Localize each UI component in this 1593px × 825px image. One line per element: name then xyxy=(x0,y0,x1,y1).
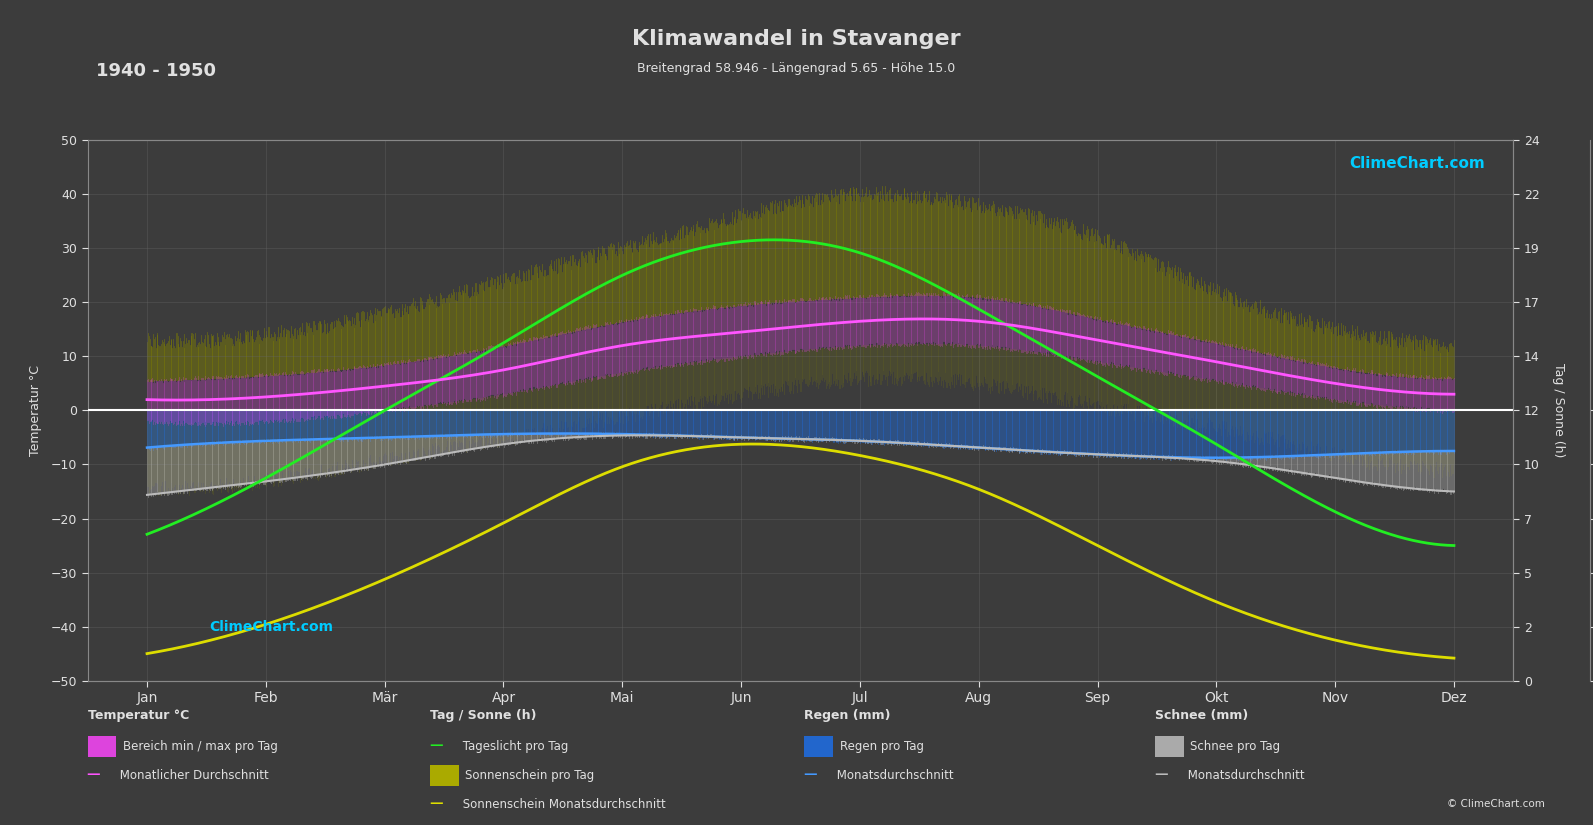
Text: Tageslicht pro Tag: Tageslicht pro Tag xyxy=(459,740,569,753)
Text: Breitengrad 58.946 - Längengrad 5.65 - Höhe 15.0: Breitengrad 58.946 - Längengrad 5.65 - H… xyxy=(637,62,956,75)
Text: Sonnenschein pro Tag: Sonnenschein pro Tag xyxy=(465,769,594,782)
Text: Monatlicher Durchschnitt: Monatlicher Durchschnitt xyxy=(116,769,269,782)
Text: © ClimeChart.com: © ClimeChart.com xyxy=(1448,799,1545,809)
Text: Monatsdurchschnitt: Monatsdurchschnitt xyxy=(1184,769,1305,782)
Text: ─: ─ xyxy=(88,766,99,785)
Text: Monatsdurchschnitt: Monatsdurchschnitt xyxy=(833,769,954,782)
Y-axis label: Tag / Sonne (h): Tag / Sonne (h) xyxy=(1552,363,1564,458)
Y-axis label: Temperatur °C: Temperatur °C xyxy=(29,365,43,456)
Text: Tag / Sonne (h): Tag / Sonne (h) xyxy=(430,710,537,723)
Text: ─: ─ xyxy=(804,766,816,785)
Text: Bereich min / max pro Tag: Bereich min / max pro Tag xyxy=(123,740,277,753)
Text: ─: ─ xyxy=(1155,766,1166,785)
Text: Temperatur °C: Temperatur °C xyxy=(88,710,190,723)
Text: Klimawandel in Stavanger: Klimawandel in Stavanger xyxy=(632,29,961,49)
Text: ClimeChart.com: ClimeChart.com xyxy=(209,620,333,634)
Text: 1940 - 1950: 1940 - 1950 xyxy=(96,62,215,80)
Text: Sonnenschein Monatsdurchschnitt: Sonnenschein Monatsdurchschnitt xyxy=(459,798,666,811)
Text: ─: ─ xyxy=(430,794,441,814)
Text: Regen pro Tag: Regen pro Tag xyxy=(840,740,924,753)
Text: Schnee (mm): Schnee (mm) xyxy=(1155,710,1249,723)
Text: Schnee pro Tag: Schnee pro Tag xyxy=(1190,740,1281,753)
Text: ─: ─ xyxy=(430,737,441,757)
Text: Regen (mm): Regen (mm) xyxy=(804,710,890,723)
Text: ClimeChart.com: ClimeChart.com xyxy=(1349,157,1485,172)
